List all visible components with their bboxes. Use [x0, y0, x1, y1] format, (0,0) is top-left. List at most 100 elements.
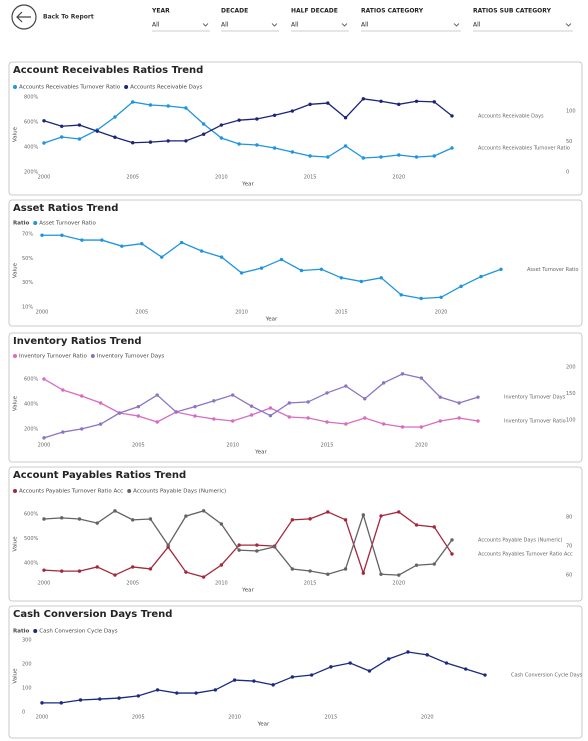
- data-point: [414, 563, 419, 567]
- data-point: [219, 522, 224, 526]
- data-point: [361, 571, 366, 575]
- filter-value[interactable]: All: [361, 22, 369, 29]
- data-point: [299, 268, 304, 273]
- data-point: [308, 154, 312, 158]
- data-point: [344, 384, 348, 388]
- y-tick-label: 200%: [24, 427, 39, 433]
- filter-value[interactable]: All: [473, 22, 481, 29]
- filter[interactable]: DECADE All: [221, 8, 279, 32]
- data-point: [379, 99, 383, 103]
- data-point: [193, 414, 197, 418]
- back-arrow: [16, 11, 31, 23]
- data-point: [59, 701, 63, 705]
- data-point: [42, 141, 46, 145]
- data-point: [219, 563, 224, 567]
- data-point: [476, 395, 480, 399]
- data-point: [272, 113, 277, 117]
- y2-tick-label: 60: [566, 573, 572, 579]
- legend-title: Ratio: [13, 221, 29, 227]
- data-point: [499, 267, 503, 271]
- y-axis-label: Value: [13, 668, 19, 684]
- data-point: [361, 97, 366, 101]
- data-point: [464, 667, 468, 671]
- data-point: [386, 657, 391, 661]
- legend-swatch: [127, 489, 132, 493]
- data-point: [419, 296, 423, 301]
- data-point: [343, 567, 348, 571]
- data-point: [117, 411, 122, 415]
- data-point: [61, 430, 65, 434]
- data-point: [290, 150, 295, 154]
- x-axis-label: Year: [265, 317, 278, 323]
- data-point: [230, 393, 235, 397]
- data-point: [343, 518, 348, 522]
- data-point: [42, 568, 46, 572]
- data-point: [80, 394, 84, 398]
- data-point: [60, 135, 64, 139]
- data-point: [184, 139, 188, 143]
- data-point: [80, 427, 84, 431]
- data-point: [155, 688, 160, 692]
- data-point: [184, 106, 188, 110]
- data-point: [179, 240, 184, 245]
- legend-label: Accounts Receivable Days: [130, 85, 202, 91]
- data-point: [230, 419, 235, 423]
- data-point: [348, 661, 352, 665]
- legend-title: Ratio: [13, 629, 29, 635]
- y-tick-label: 50%: [22, 256, 33, 262]
- back-label[interactable]: Back To Report: [43, 14, 94, 21]
- filter[interactable]: YEAR All: [151, 8, 210, 32]
- series-end-label: Accounts Receivable Days: [478, 113, 544, 119]
- back-button[interactable]: Back To Report: [11, 4, 94, 30]
- data-point: [414, 99, 419, 103]
- data-point: [339, 276, 344, 280]
- data-point: [77, 517, 82, 521]
- data-point: [397, 510, 401, 514]
- y-tick-label: 600%: [24, 511, 39, 517]
- data-point: [136, 404, 141, 409]
- chart-panel: Inventory Ratios Trend Inventory Turnover…: [8, 332, 583, 463]
- filter-value[interactable]: All: [221, 22, 229, 29]
- data-point: [117, 696, 121, 700]
- data-point: [249, 404, 254, 408]
- filter[interactable]: HALF DECADE All: [291, 8, 349, 32]
- x-tick-label: 2020: [415, 443, 428, 449]
- filter-label: DECADE: [221, 8, 248, 15]
- x-tick-label: 2000: [38, 175, 51, 181]
- filter-value[interactable]: All: [152, 22, 160, 29]
- data-point: [60, 516, 64, 520]
- filter-label: RATIOS SUB CATEGORY: [473, 8, 552, 15]
- data-point: [326, 155, 330, 159]
- panel-frame: [8, 605, 583, 739]
- filter-value[interactable]: All: [291, 22, 299, 29]
- data-point: [361, 513, 366, 517]
- panel-frame: [8, 199, 583, 327]
- data-point: [40, 701, 44, 705]
- data-point: [287, 401, 292, 405]
- data-point: [232, 678, 237, 682]
- data-point: [60, 124, 64, 128]
- series-end-label: Inventory Turnover Ratio: [504, 419, 566, 425]
- data-point: [212, 399, 216, 403]
- data-point: [237, 118, 241, 122]
- data-point: [213, 688, 218, 692]
- data-point: [363, 416, 367, 420]
- data-point: [140, 242, 144, 246]
- y-tick-label: 10%: [22, 305, 33, 311]
- data-point: [98, 697, 102, 701]
- data-point: [148, 103, 153, 107]
- data-point: [166, 543, 170, 547]
- data-point: [136, 414, 141, 418]
- chart-panel: Account Receivables Ratios Trend Accounts…: [8, 61, 583, 196]
- y2-tick-label: 70: [566, 544, 572, 550]
- data-point: [255, 549, 259, 553]
- legend-swatch: [13, 85, 17, 89]
- data-point: [77, 137, 82, 141]
- data-point: [308, 517, 312, 521]
- y2-tick-label: 150: [566, 391, 576, 397]
- filter[interactable]: RATIOS SUB CATEGORY All: [473, 8, 573, 32]
- x-tick-label: 2015: [304, 175, 317, 181]
- x-tick-label: 2005: [132, 443, 145, 449]
- x-axis-label: Year: [257, 722, 270, 728]
- filter[interactable]: RATIOS CATEGORY All: [361, 8, 461, 32]
